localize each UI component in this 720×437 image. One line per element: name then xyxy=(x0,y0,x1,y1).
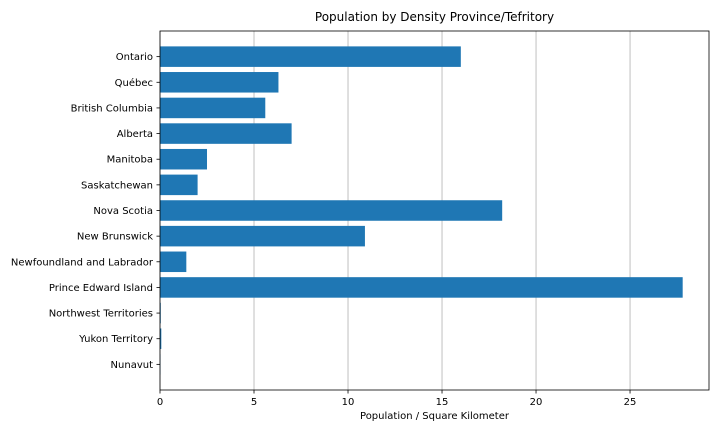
x-axis-label: Population / Square Kilometer xyxy=(360,411,510,422)
x-tick-label: 5 xyxy=(251,397,257,408)
y-tick-label: Prince Edward Island xyxy=(49,283,153,294)
x-tick-label: 15 xyxy=(436,397,449,408)
chart-title: Population by Density Province/Tefritory xyxy=(315,10,554,24)
bar xyxy=(160,252,186,273)
y-tick-label: Saskatchewan xyxy=(81,180,153,191)
bar xyxy=(160,123,292,144)
y-tick-label: Manitoba xyxy=(107,155,153,166)
y-tick-label: Newfoundland and Labrador xyxy=(11,257,154,268)
y-tick-label: Alberta xyxy=(117,129,153,140)
x-tick-label: 20 xyxy=(530,397,543,408)
y-tick-label: Québec xyxy=(115,77,153,89)
bar xyxy=(160,175,198,196)
y-tick-label: Nova Scotia xyxy=(93,206,153,217)
y-tick-label: Nunavut xyxy=(111,360,154,371)
y-tick-label: Yukon Territory xyxy=(78,334,153,345)
bar xyxy=(160,46,461,67)
y-tick-label: British Columbia xyxy=(71,103,153,114)
bar xyxy=(160,200,502,221)
bars xyxy=(160,46,683,374)
y-tick-label: Northwest Territories xyxy=(49,309,153,320)
bar xyxy=(160,277,683,298)
bar xyxy=(160,226,365,247)
x-tick-label: 10 xyxy=(342,397,355,408)
x-tick-label: 0 xyxy=(157,397,163,408)
bar xyxy=(160,72,278,93)
y-tick-label: Ontario xyxy=(116,52,153,63)
y-tick-label: New Brunswick xyxy=(77,232,153,243)
bar xyxy=(160,149,207,170)
x-tick-label: 25 xyxy=(624,397,637,408)
bar xyxy=(160,98,265,119)
